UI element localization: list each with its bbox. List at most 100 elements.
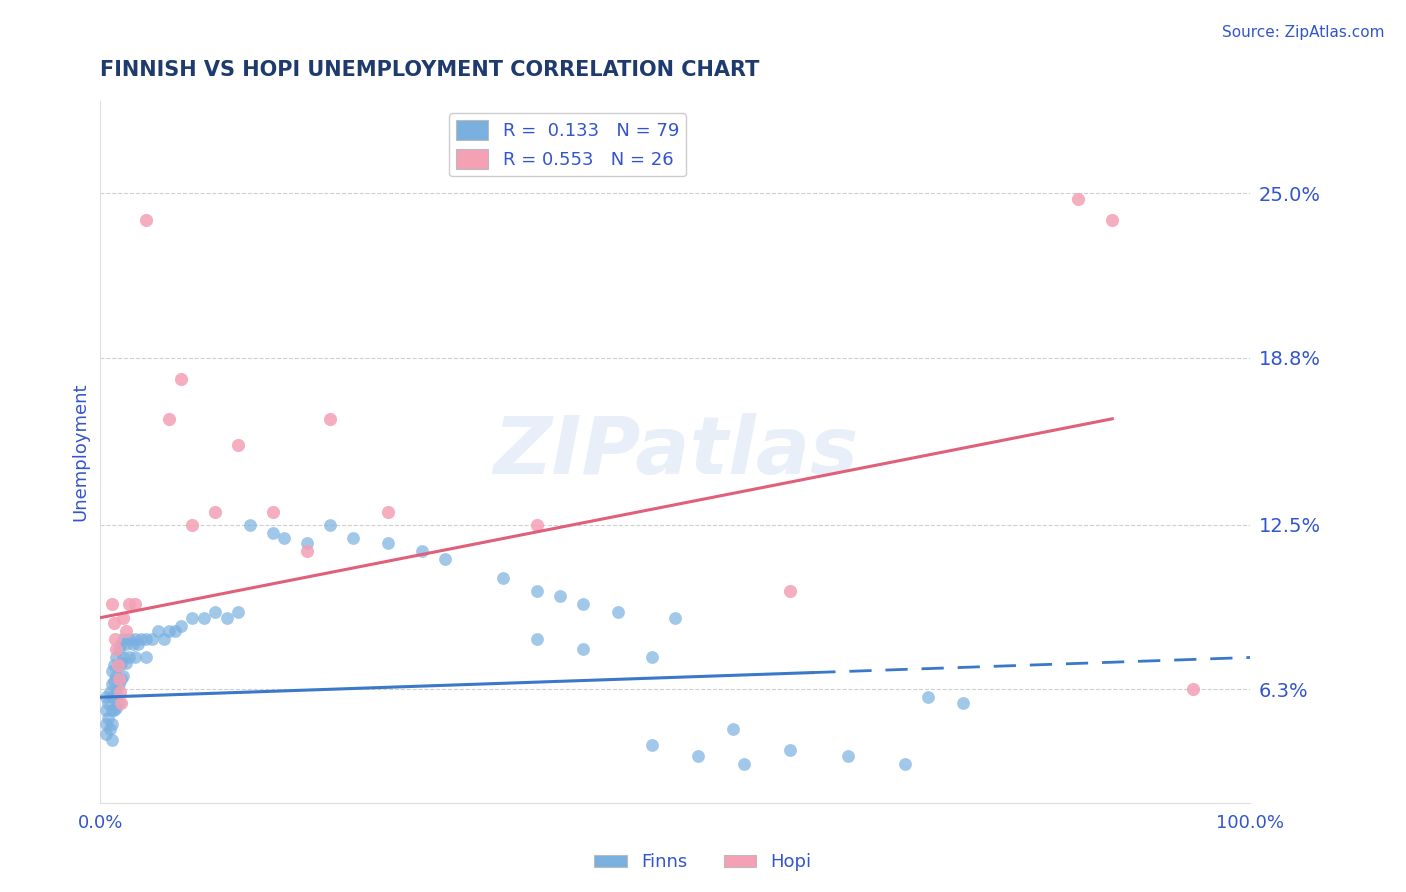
Point <box>1101 213 1123 227</box>
Point <box>101 598 124 612</box>
Point <box>641 650 664 665</box>
Point <box>342 531 364 545</box>
Legend: R =  0.133   N = 79, R = 0.553   N = 26: R = 0.133 N = 79, R = 0.553 N = 26 <box>449 113 686 177</box>
Point <box>121 637 143 651</box>
Point <box>239 517 262 532</box>
Point <box>228 438 250 452</box>
Point <box>105 650 128 665</box>
Point <box>1067 192 1090 206</box>
Point <box>135 632 157 646</box>
Point <box>135 650 157 665</box>
Point <box>127 637 149 651</box>
Point <box>107 672 129 686</box>
Point <box>107 677 129 691</box>
Point <box>319 517 342 532</box>
Point <box>297 536 319 550</box>
Point <box>110 672 132 686</box>
Point <box>101 664 124 678</box>
Point <box>103 704 125 718</box>
Point <box>129 632 152 646</box>
Point <box>492 571 515 585</box>
Text: FINNISH VS HOPI UNEMPLOYMENT CORRELATION CHART: FINNISH VS HOPI UNEMPLOYMENT CORRELATION… <box>100 60 759 79</box>
Point <box>97 696 120 710</box>
Point <box>688 748 710 763</box>
Point <box>110 696 132 710</box>
Point <box>112 610 135 624</box>
Point <box>572 642 595 657</box>
Point <box>98 685 121 699</box>
Point <box>606 606 628 620</box>
Point <box>108 685 131 699</box>
Point <box>118 632 141 646</box>
Point <box>97 711 120 725</box>
Point <box>377 505 399 519</box>
Point <box>98 722 121 736</box>
Point <box>94 690 117 705</box>
Point <box>105 701 128 715</box>
Point <box>110 656 132 670</box>
Point <box>733 756 755 771</box>
Point <box>526 584 548 599</box>
Point <box>118 650 141 665</box>
Point <box>101 690 124 705</box>
Point <box>101 704 124 718</box>
Point <box>105 669 128 683</box>
Point <box>204 606 226 620</box>
Legend: Finns, Hopi: Finns, Hopi <box>588 847 818 879</box>
Point <box>434 552 457 566</box>
Point <box>94 716 117 731</box>
Point <box>124 598 146 612</box>
Point <box>411 544 433 558</box>
Point <box>952 696 974 710</box>
Point <box>273 531 295 545</box>
Point <box>917 690 939 705</box>
Point <box>105 685 128 699</box>
Point <box>103 615 125 630</box>
Point <box>779 584 801 599</box>
Point <box>124 650 146 665</box>
Point <box>146 624 169 638</box>
Point <box>152 632 174 646</box>
Point <box>1181 682 1204 697</box>
Point <box>170 618 193 632</box>
Point <box>118 598 141 612</box>
Point <box>181 517 204 532</box>
Point <box>114 624 136 638</box>
Point <box>124 632 146 646</box>
Point <box>157 624 180 638</box>
Point <box>141 632 163 646</box>
Point <box>837 748 859 763</box>
Point <box>103 658 125 673</box>
Point <box>157 412 180 426</box>
Point <box>107 642 129 657</box>
Point <box>377 536 399 550</box>
Point <box>135 213 157 227</box>
Point <box>297 544 319 558</box>
Point <box>101 716 124 731</box>
Point <box>112 669 135 683</box>
Point <box>193 610 215 624</box>
Point <box>165 624 187 638</box>
Point <box>181 610 204 624</box>
Text: Source: ZipAtlas.com: Source: ZipAtlas.com <box>1222 25 1385 40</box>
Point <box>204 505 226 519</box>
Point <box>94 704 117 718</box>
Point <box>550 590 572 604</box>
Point <box>112 650 135 665</box>
Point <box>572 598 595 612</box>
Point <box>215 610 238 624</box>
Point <box>103 674 125 689</box>
Point <box>262 505 284 519</box>
Point <box>101 677 124 691</box>
Point <box>112 632 135 646</box>
Point <box>105 642 128 657</box>
Point <box>103 690 125 705</box>
Point <box>228 606 250 620</box>
Point <box>110 637 132 651</box>
Point <box>319 412 342 426</box>
Point <box>779 743 801 757</box>
Point <box>664 610 686 624</box>
Point <box>114 637 136 651</box>
Point <box>107 658 129 673</box>
Point <box>114 656 136 670</box>
